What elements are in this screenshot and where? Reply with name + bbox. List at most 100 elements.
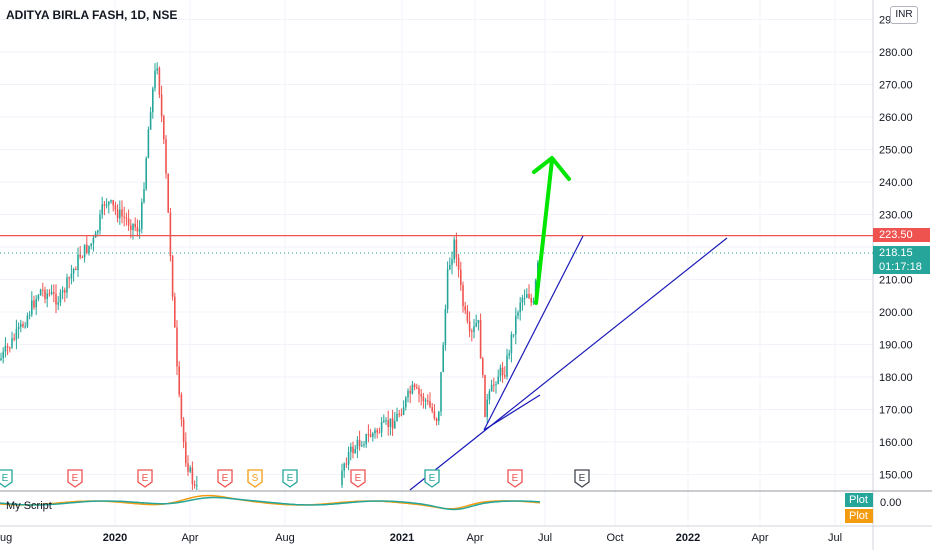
candle-body <box>495 384 497 386</box>
candle-body <box>345 463 348 465</box>
candle-body <box>429 400 431 408</box>
price-axis-tick: 160.00 <box>879 437 913 449</box>
candle-body <box>440 371 442 412</box>
candle-body <box>165 139 167 174</box>
candle-body <box>15 329 18 340</box>
candle-body <box>4 345 7 352</box>
candle-body <box>112 200 114 206</box>
event-marker-earnings[interactable] <box>507 469 523 488</box>
candle-body <box>97 230 99 233</box>
candle-body <box>501 367 504 376</box>
event-marker-upcoming[interactable] <box>574 469 590 488</box>
trendline-short[interactable] <box>483 394 541 431</box>
candle-body <box>167 173 169 213</box>
event-marker-earnings[interactable] <box>217 469 233 488</box>
time-axis-label: Jul <box>828 532 842 544</box>
arrow-shaft[interactable] <box>534 158 554 305</box>
candle-body <box>180 394 183 420</box>
candle-body <box>176 327 178 367</box>
price-axis-tick: 170.00 <box>879 405 913 417</box>
symbol-title[interactable]: ADITYA BIRLA FASH, 1D, NSE <box>6 8 178 22</box>
candle-body <box>191 467 194 485</box>
candle-body <box>369 434 372 437</box>
event-marker-split[interactable] <box>247 469 263 488</box>
candle-body <box>528 294 530 299</box>
candle-body <box>90 243 92 246</box>
candle-body <box>143 188 145 203</box>
candle-body <box>365 434 367 445</box>
event-marker-letter: S <box>252 473 259 484</box>
candle-body <box>0 358 2 360</box>
candle-body <box>427 400 429 402</box>
candle-body <box>420 394 422 397</box>
candle-body <box>361 445 363 447</box>
candle-body <box>510 334 513 354</box>
candle-body <box>92 237 95 244</box>
candle-body <box>9 347 11 349</box>
candle-body <box>378 432 381 434</box>
candle-body <box>464 306 466 311</box>
event-marker-earnings[interactable] <box>67 469 83 488</box>
candle-body <box>517 312 519 316</box>
price-axis-tick: 190.00 <box>879 340 913 352</box>
candle-body <box>77 254 79 270</box>
candle-body <box>391 418 394 429</box>
candle-body <box>374 430 376 434</box>
indicator-title[interactable]: My Script <box>6 500 52 512</box>
candle-body <box>411 384 414 394</box>
candle-body <box>35 299 37 308</box>
candle-body <box>477 320 480 324</box>
candle-body <box>163 116 165 140</box>
candle-body <box>398 413 400 415</box>
candle-body <box>88 245 90 253</box>
candle-body <box>187 463 189 472</box>
candle-body <box>125 217 128 219</box>
price-axis-tick: 260.00 <box>879 112 913 124</box>
candle-body <box>515 315 517 335</box>
event-marker-dividend[interactable] <box>0 469 13 488</box>
candle-body <box>350 446 352 453</box>
trendline-long[interactable] <box>409 237 728 491</box>
candle-body <box>466 310 469 322</box>
candle-body <box>46 293 48 299</box>
candle-body <box>493 384 495 386</box>
candle-body <box>383 420 385 422</box>
candle-body <box>488 391 491 400</box>
candle-body <box>418 388 420 395</box>
candle-body <box>354 448 356 454</box>
candle-body <box>451 259 453 266</box>
price-axis-tick: 270.00 <box>879 80 913 92</box>
time-axis-label: Aug <box>275 532 295 544</box>
time-axis-label: Apr <box>181 532 198 544</box>
candle-body <box>442 345 444 372</box>
event-marker-dividend[interactable] <box>424 469 440 488</box>
last-price-label: 218.15 <box>879 247 913 259</box>
candle-body <box>468 321 471 332</box>
event-marker-earnings[interactable] <box>350 469 366 488</box>
trendline-steep[interactable] <box>483 235 584 431</box>
candle-body <box>521 297 524 303</box>
event-marker-dividend[interactable] <box>282 469 298 488</box>
event-marker-letter: E <box>2 473 9 484</box>
candle-body <box>178 366 180 395</box>
candle-body <box>532 301 535 303</box>
candle-body <box>55 293 57 305</box>
candle-body <box>400 414 403 416</box>
resistance-price-tag: 223.50 <box>873 228 930 242</box>
candle-body <box>101 204 103 215</box>
price-axis-tick: 230.00 <box>879 210 913 222</box>
candle-body <box>123 216 125 218</box>
candle-body <box>6 345 9 348</box>
candle-body <box>79 254 81 258</box>
currency-badge[interactable]: INR <box>890 6 918 24</box>
candle-body <box>68 277 70 279</box>
candle-body <box>475 323 477 327</box>
event-marker-earnings[interactable] <box>137 469 153 488</box>
candle-body <box>424 400 427 402</box>
candle-body <box>526 294 528 298</box>
candle-body <box>193 484 196 486</box>
plot1-tag: Plot <box>845 493 873 507</box>
arrow-head[interactable] <box>532 156 571 181</box>
